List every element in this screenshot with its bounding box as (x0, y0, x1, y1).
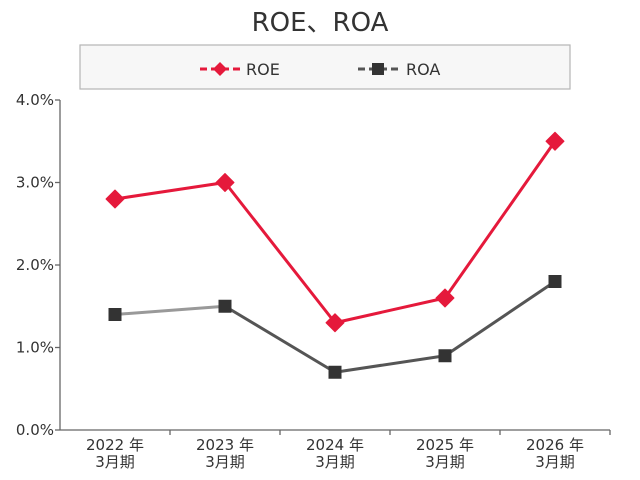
x-tick-label-line: 2022 年 (86, 436, 144, 454)
x-tick-label: 2022 年 3月期 (86, 436, 144, 471)
roe-line-segment (223, 181, 337, 325)
roe-line-segment (443, 139, 557, 300)
roa-point (218, 299, 232, 313)
y-tick-labels: 0.0% 1.0% 2.0% 3.0% 4.0% (16, 91, 54, 439)
x-tick-label-line: 2024 年 (306, 436, 364, 454)
series-roa (108, 275, 562, 379)
roe-line-segment (333, 296, 447, 325)
roa-point (328, 365, 342, 379)
legend-box (79, 44, 571, 90)
x-tick-label-line: 3月期 (315, 453, 355, 471)
roa-point (548, 275, 562, 288)
legend-roe-label: ROE (246, 60, 280, 79)
series-layer (105, 131, 565, 379)
x-tick-label: 2024 年 3月期 (306, 436, 364, 471)
y-tick-label: 3.0% (16, 174, 54, 192)
legend-roa-label: ROA (406, 60, 440, 79)
x-tick-label-line: 3月期 (425, 453, 465, 471)
x-tick-label: 2023 年 3月期 (196, 436, 254, 471)
roe-point (545, 131, 565, 151)
y-tick-label: 0.0% (16, 421, 54, 439)
chart-title: ROE、ROA (252, 8, 389, 38)
roe-point (105, 189, 125, 209)
axes (55, 99, 611, 435)
roa-point (438, 349, 452, 363)
roa-line-segment (443, 280, 557, 358)
legend-roa-square-icon (372, 63, 384, 75)
roa-point (108, 308, 122, 321)
roe-point (325, 313, 345, 333)
x-tick-label-line: 2025 年 (416, 436, 474, 454)
roe-point (215, 173, 235, 192)
y-tick-label: 4.0% (16, 91, 54, 109)
x-tick-label: 2026 年 3月期 (526, 436, 584, 471)
roa-line-segment (333, 354, 447, 374)
x-tick-label: 2025 年 3月期 (416, 436, 474, 471)
legend-roe-diamond-icon (213, 62, 227, 76)
legend: ROE ROA (79, 44, 571, 90)
y-tick-label: 1.0% (16, 339, 54, 357)
roa-line-segment (113, 304, 227, 316)
x-tick-label-line: 3月期 (205, 453, 245, 471)
x-tick-label-line: 2026 年 (526, 436, 584, 454)
y-tick-label: 2.0% (16, 256, 54, 274)
x-tick-label-line: 3月期 (95, 453, 135, 471)
roe-line-segment (113, 181, 227, 201)
roa-line-segment (223, 304, 337, 374)
x-tick-label-line: 2023 年 (196, 436, 254, 454)
series-roe (105, 131, 565, 333)
roe-point (435, 288, 455, 308)
x-tick-label-line: 3月期 (535, 453, 575, 471)
